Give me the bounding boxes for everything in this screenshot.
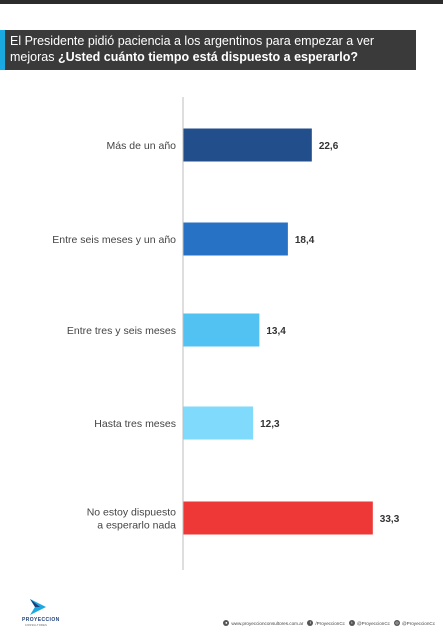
footer-link-label: www.proyeccionconsultores.com.ar <box>231 620 304 626</box>
footer-link-label: @ProyeccionCc <box>356 620 390 626</box>
bars-layer: 22,6 Más de un año 18,4 Entre seis meses y … <box>52 128 400 535</box>
bar-value-label: 22,6 <box>319 141 339 152</box>
top-rule <box>0 0 443 4</box>
bar <box>183 501 373 535</box>
bar <box>183 313 260 347</box>
bar-value-label: 18,4 <box>295 235 315 246</box>
chart-header: El Presidente pidió paciencia a los arge… <box>0 30 416 70</box>
facebook-icon: f <box>307 620 314 626</box>
instagram-icon: ◎ <box>393 620 400 626</box>
bar <box>183 128 312 162</box>
footer-links: ● www.proyeccionconsultores.com.ar f/Proy… <box>223 618 435 628</box>
category-label: a esperarlo nada <box>97 520 176 532</box>
twitter-icon: t <box>348 620 355 626</box>
bar <box>183 222 288 256</box>
logo-text: PROYECCION <box>22 617 60 623</box>
bar <box>183 406 254 440</box>
question-intro: El Presidente pidió paciencia a los arge… <box>10 34 375 64</box>
footer-link-label: /ProyeccionCc <box>315 620 345 626</box>
brand-logo: PROYECCION CONSULTORES <box>22 597 62 629</box>
question-text: ¿Usted cuánto tiempo está dispuesto a es… <box>57 49 359 64</box>
category-label: No estoy dispuesto <box>87 507 176 519</box>
globe-icon: ● <box>223 620 230 626</box>
logo-arrow-icon <box>30 599 46 615</box>
header-accent-bar <box>0 30 5 70</box>
bar-value-label: 33,3 <box>380 514 400 525</box>
footer-link-instagram[interactable]: ◎ @ProyeccionCc <box>393 620 435 626</box>
footer-link-facebook[interactable]: f/ProyeccionCc <box>307 620 345 626</box>
category-label: Entre tres y seis meses <box>67 325 176 337</box>
category-label: Más de un año <box>107 140 177 152</box>
bar-value-label: 13,4 <box>266 326 286 337</box>
footer-link-web[interactable]: ● www.proyeccionconsultores.com.ar <box>223 620 303 626</box>
footer-link-twitter[interactable]: t @ProyeccionCc <box>348 620 390 626</box>
footer-link-label: @ProyeccionCc <box>401 620 435 626</box>
logo-subtext: CONSULTORES <box>25 624 48 627</box>
category-label: Entre seis meses y un año <box>52 234 176 246</box>
category-label: Hasta tres meses <box>94 418 176 430</box>
bar-value-label: 12,3 <box>260 419 280 430</box>
